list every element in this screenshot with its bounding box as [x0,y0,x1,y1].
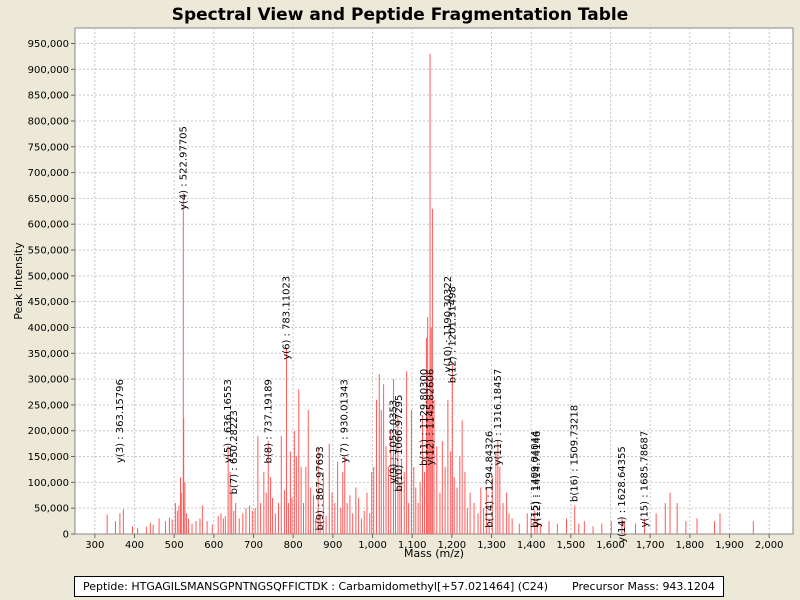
peak-annotation: y(4) : 522.97705 [178,126,189,210]
x-axis-title: Mass (m/z) [404,547,464,560]
y-tick-label: 250,000 [28,400,69,411]
y-tick-label: 650,000 [28,194,69,205]
y-tick-label: 600,000 [28,220,69,231]
y-tick-label: 0 [63,530,69,541]
peak-annotation: y(7) : 930.01343 [340,379,351,463]
x-tick-label: 1,000 [358,540,387,551]
y-tick-label: 350,000 [28,349,69,360]
precursor-mass-text: Precursor Mass: 943.1204 [572,580,715,593]
x-tick-label: 500 [165,540,184,551]
y-tick-label: 300,000 [28,375,69,386]
x-tick-label: 1,600 [596,540,625,551]
y-tick-label: 100,000 [28,478,69,489]
peak-annotation: y(12) : 1414.74146 [532,431,543,528]
peak-annotation: y(11) : 1316.18457 [493,369,504,466]
spectrum-chart: Spectral View and Peptide Fragmentation … [0,0,800,600]
y-tick-label: 200,000 [28,426,69,437]
y-tick-label: 500,000 [28,271,69,282]
y-tick-label: 150,000 [28,452,69,463]
peak-annotation: b(8) : 737.19189 [263,379,274,463]
peak-annotation: y(12) : 1145.82606 [425,369,436,466]
peak-annotation: b(16) : 1509.73218 [570,405,581,502]
x-tick-label: 1,500 [557,540,586,551]
x-tick-label: 1,900 [715,540,744,551]
peak-annotation: b(9) : 867.97693 [315,446,326,530]
y-axis-title: Peak Intensity [12,242,25,320]
peptide-info-box: Peptide: HTGAGILSMANSGPNTNGSQFFICTDK : C… [74,576,724,597]
peak-annotation: b(12) : 1201.31498 [447,286,458,383]
y-tick-label: 750,000 [28,142,69,153]
peak-annotation: y(6) : 783.11023 [281,276,292,360]
x-tick-label: 2,000 [755,540,784,551]
y-tick-label: 550,000 [28,246,69,257]
x-tick-label: 400 [125,540,144,551]
y-tick-label: 400,000 [28,323,69,334]
peak-annotation: b(10) : 1066.97295 [394,395,405,492]
x-tick-label: 700 [244,540,263,551]
y-tick-label: 850,000 [28,91,69,102]
x-tick-label: 1,700 [636,540,665,551]
y-tick-label: 950,000 [28,39,69,50]
x-tick-label: 300 [85,540,104,551]
peak-annotation: y(14) : 1628.64355 [617,446,628,543]
x-tick-label: 800 [284,540,303,551]
peak-annotation: b(7) : 650.28223 [229,410,240,494]
chart-title: Spectral View and Peptide Fragmentation … [172,5,629,25]
x-tick-label: 900 [323,540,342,551]
x-tick-label: 600 [204,540,223,551]
y-tick-label: 450,000 [28,297,69,308]
y-tick-label: 900,000 [28,65,69,76]
peak-annotation: y(15) : 1685.78687 [640,431,651,528]
y-tick-label: 800,000 [28,116,69,127]
y-tick-label: 700,000 [28,168,69,179]
x-tick-label: 1,300 [477,540,506,551]
y-tick-label: 50,000 [34,504,69,515]
peptide-text: Peptide: HTGAGILSMANSGPNTNGSQFFICTDK : C… [83,580,548,593]
peak-annotation: y(3) : 363.15796 [115,379,126,463]
x-tick-label: 1,800 [676,540,705,551]
x-tick-label: 1,400 [517,540,546,551]
